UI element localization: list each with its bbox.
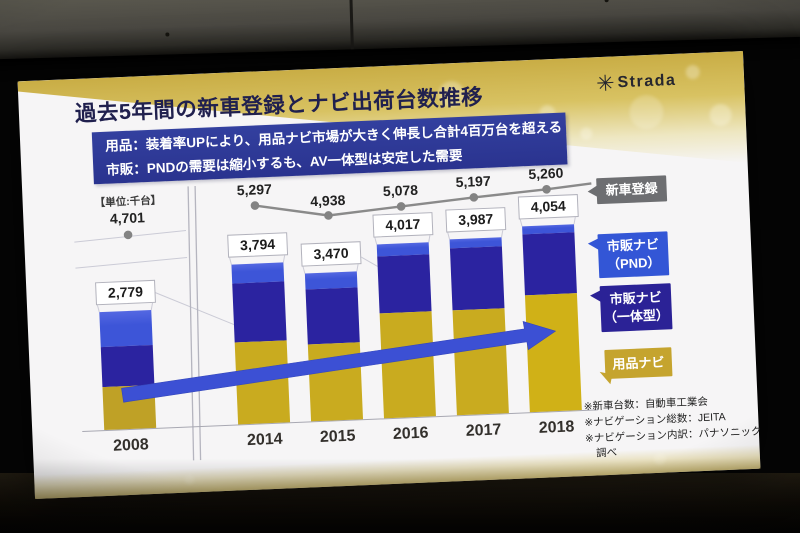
year-label-2018: 2018 bbox=[538, 418, 575, 437]
line-label-2016: 5,078 bbox=[382, 181, 419, 200]
callout-pointer-icon bbox=[587, 185, 598, 198]
value-label-2017: 3,987 bbox=[445, 207, 507, 233]
legend-new-car-registration: 新車登録 bbox=[587, 175, 668, 205]
value-label-2014: 3,794 bbox=[227, 232, 289, 258]
ceiling-seam bbox=[349, 0, 354, 50]
source-footnotes: ※新車台数：自動車工業会 ※ナビゲーション総数：JEITA ※ナビゲーション内訳… bbox=[583, 393, 763, 463]
line-label-2017: 5,197 bbox=[455, 172, 491, 191]
callout-pointer-icon bbox=[587, 238, 600, 251]
line-label-2018: 5,260 bbox=[528, 164, 564, 183]
year-label-2016: 2016 bbox=[392, 424, 429, 443]
legend-integrated: 市販ナビ （一体型） bbox=[589, 283, 673, 333]
ceiling-fixture-dot bbox=[604, 0, 609, 3]
line-label-2014: 5,297 bbox=[236, 180, 273, 199]
value-label-2018: 4,054 bbox=[517, 194, 579, 220]
callout-pointer-icon bbox=[589, 290, 602, 303]
value-label-2016: 4,017 bbox=[372, 212, 434, 238]
year-label-2015: 2015 bbox=[319, 427, 356, 447]
legend-pnd: 市販ナビ （PND） bbox=[587, 231, 670, 279]
year-label-2008: 2008 bbox=[112, 436, 150, 455]
legend-accessory-navi: 用品ナビ bbox=[597, 347, 673, 385]
line-label-2015: 4,938 bbox=[309, 191, 346, 210]
ceiling-panels bbox=[0, 0, 800, 60]
presentation-slide: ✳ Strada 過去5年間の新車登録とナビ出荷台数推移 用品：装着率UPにより… bbox=[17, 50, 763, 500]
year-label-2014: 2014 bbox=[246, 430, 283, 450]
value-label-2015: 3,470 bbox=[300, 241, 362, 267]
ceiling-fixture-dot bbox=[165, 32, 170, 37]
line-label-2008: 4,701 bbox=[109, 209, 146, 227]
year-label-2017: 2017 bbox=[465, 421, 502, 440]
value-label-2008: 2,779 bbox=[95, 279, 156, 306]
